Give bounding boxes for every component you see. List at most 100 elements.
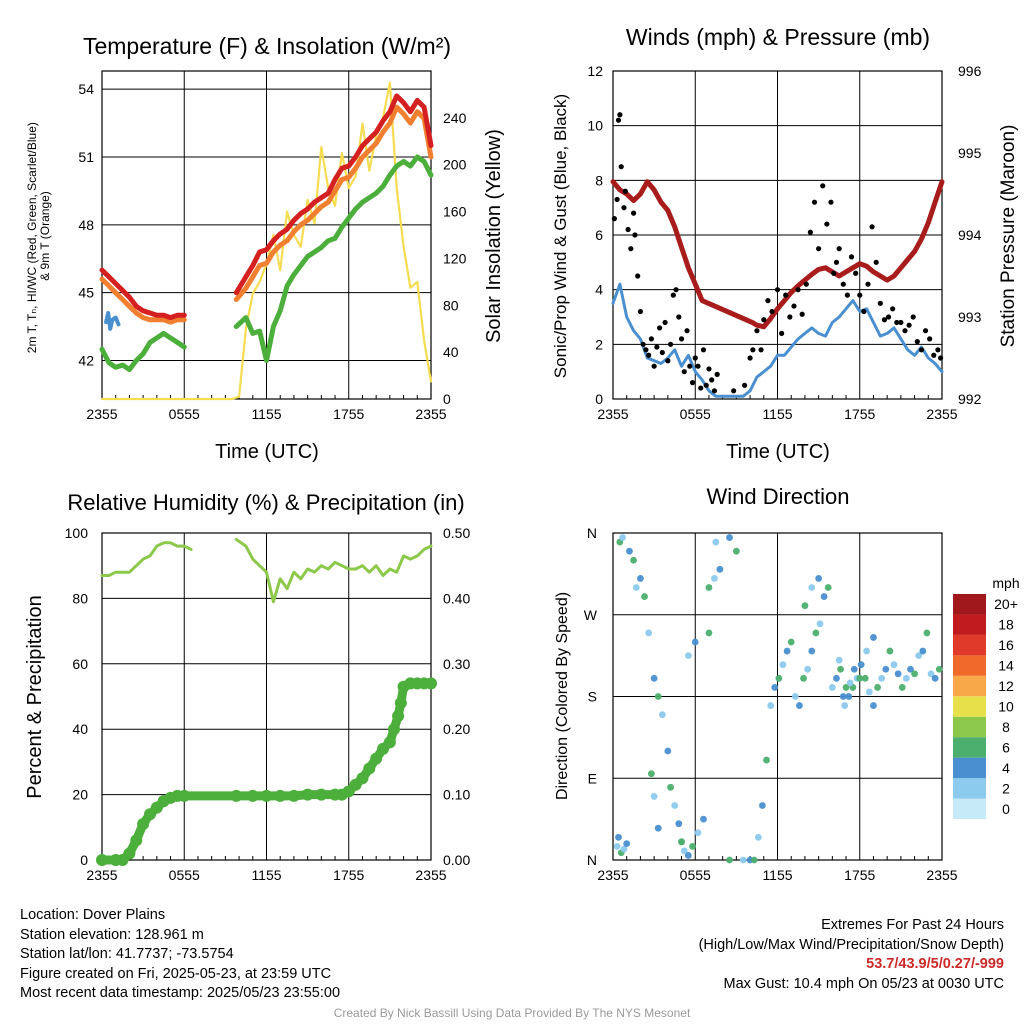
wind-direction-point bbox=[671, 802, 679, 809]
gust-point bbox=[820, 183, 826, 189]
wind-direction-point bbox=[808, 584, 816, 591]
wind-direction-point bbox=[856, 674, 864, 682]
gust-point bbox=[881, 317, 888, 323]
wind-direction-point bbox=[841, 702, 849, 709]
gust-point bbox=[918, 347, 925, 353]
gust-point bbox=[803, 281, 809, 287]
wind-direction-point bbox=[684, 852, 692, 859]
extremes-info: Extremes For Past 24 Hours (High/Low/Max… bbox=[699, 916, 1004, 994]
gust-point bbox=[779, 330, 785, 336]
gust-point bbox=[873, 259, 879, 265]
rh-x-tick-label: 2355 bbox=[86, 867, 117, 883]
temp-left-y-tick-label: 51 bbox=[78, 149, 94, 165]
wdir-x-tick-label: 1755 bbox=[844, 867, 875, 883]
gust-point bbox=[676, 314, 682, 320]
gust-point bbox=[857, 292, 863, 298]
wind-pressure-panel: Winds (mph) & Pressure (mb) Sonic/Prop W… bbox=[551, 24, 1019, 463]
colorbar-label: 8 bbox=[1002, 719, 1010, 735]
wind-direction-point bbox=[626, 547, 633, 555]
most-recent-timestamp: Most recent data timestamp: 2025/05/23 2… bbox=[20, 985, 341, 1002]
wind-direction-point bbox=[927, 670, 935, 678]
temp-right-y-tick-label: 0 bbox=[443, 391, 451, 407]
rh-left-y-tick-label: 100 bbox=[65, 525, 89, 541]
colorbar-swatch bbox=[953, 696, 986, 717]
gust-point bbox=[861, 308, 867, 315]
gust-point bbox=[747, 355, 753, 361]
rh-right-y-tick-label: 0.30 bbox=[443, 656, 470, 672]
gust-point bbox=[621, 205, 627, 211]
gust-point bbox=[938, 355, 944, 361]
wdir-x-tick-label: 2355 bbox=[597, 867, 628, 883]
gust-point bbox=[635, 273, 641, 279]
wind-direction-point bbox=[739, 856, 747, 864]
temp-right-y-tick-label: 200 bbox=[443, 157, 467, 173]
wind-direction-point bbox=[712, 538, 720, 546]
gust-point bbox=[836, 246, 842, 252]
gust-point bbox=[651, 363, 657, 369]
wind-direction-point bbox=[850, 665, 858, 673]
wdir-y-tick-label: S bbox=[588, 689, 597, 705]
colorbar-swatch bbox=[953, 594, 986, 615]
gust-point bbox=[618, 164, 624, 170]
wind-direction-point bbox=[787, 638, 795, 646]
temp-2m-line bbox=[99, 93, 434, 321]
gust-point bbox=[714, 371, 720, 377]
wind-left-axis-label: Sonic/Prop Wind & Gust (Blue, Black) bbox=[551, 94, 570, 378]
wind-direction-point bbox=[815, 575, 823, 582]
rh-left-y-tick-label: 40 bbox=[72, 721, 88, 737]
colorbar-swatch bbox=[953, 716, 986, 738]
wind-direction-point bbox=[820, 593, 828, 600]
station-info: Location: Dover Plains Station elevation… bbox=[20, 906, 340, 1004]
wind-direction-point bbox=[796, 702, 803, 709]
solar-insolation-line bbox=[100, 81, 433, 401]
gust-point bbox=[877, 300, 883, 306]
wind-direction-point bbox=[779, 661, 787, 669]
wind-direction-point bbox=[857, 661, 865, 669]
gust-point bbox=[902, 328, 908, 334]
gust-point bbox=[761, 317, 767, 323]
wind-direction-point bbox=[894, 670, 902, 678]
wind-direction-point bbox=[763, 756, 770, 764]
wind-title: Winds (mph) & Pressure (mb) bbox=[626, 24, 930, 50]
wind-direction-point bbox=[812, 629, 820, 637]
temp-right-y-tick-label: 160 bbox=[443, 204, 467, 220]
gust-point bbox=[703, 382, 709, 388]
temp-right-y-tick-label: 40 bbox=[443, 344, 459, 360]
gust-point bbox=[824, 221, 830, 227]
colorbar-swatch bbox=[953, 778, 986, 799]
colorbar-label: 10 bbox=[998, 699, 1014, 715]
figure-created: Figure created on Fri, 2025-05-23, at 23… bbox=[20, 965, 332, 982]
rh-x-tick-label: 2355 bbox=[415, 867, 446, 883]
wind-x-tick-label: 2355 bbox=[926, 406, 957, 422]
gust-point bbox=[615, 117, 622, 123]
gust-point bbox=[935, 347, 941, 353]
gust-point bbox=[654, 344, 660, 350]
gust-point bbox=[885, 314, 892, 320]
humidity-left-axis-label: Percent & Precipitation bbox=[24, 595, 46, 798]
colorbar-label: 2 bbox=[1002, 780, 1010, 796]
rh-x-tick-label: 0555 bbox=[169, 867, 200, 883]
wind-left-y-tick-label: 4 bbox=[595, 282, 603, 298]
wind-direction-point bbox=[667, 783, 674, 791]
gust-point bbox=[673, 287, 679, 293]
gust-point bbox=[869, 224, 875, 230]
gust-point bbox=[754, 328, 760, 334]
gust-point bbox=[828, 199, 834, 205]
colorbar-swatch bbox=[953, 634, 986, 656]
wind-direction-point bbox=[689, 842, 696, 850]
gust-point bbox=[628, 246, 634, 252]
wind-right-axis-label: Station Pressure (Maroon) bbox=[998, 125, 1019, 348]
wind-direction-point bbox=[775, 674, 783, 682]
gust-point bbox=[689, 380, 696, 386]
gust-point bbox=[643, 347, 649, 353]
wind-direction-point bbox=[783, 647, 791, 655]
wind-direction-point bbox=[923, 629, 931, 637]
wind-direction-point bbox=[911, 670, 918, 678]
wind-direction-panel: Wind Direction Direction (Colored By Spe… bbox=[554, 484, 1020, 883]
rh-left-y-tick-label: 60 bbox=[72, 656, 88, 672]
gust-point bbox=[791, 303, 797, 309]
colorbar-swatch bbox=[953, 655, 986, 676]
humidity-precip-panel: Relative Humidity (%) & Precipitation (i… bbox=[24, 490, 470, 883]
relative-humidity-line bbox=[100, 538, 433, 604]
wind-direction-point bbox=[750, 856, 758, 864]
